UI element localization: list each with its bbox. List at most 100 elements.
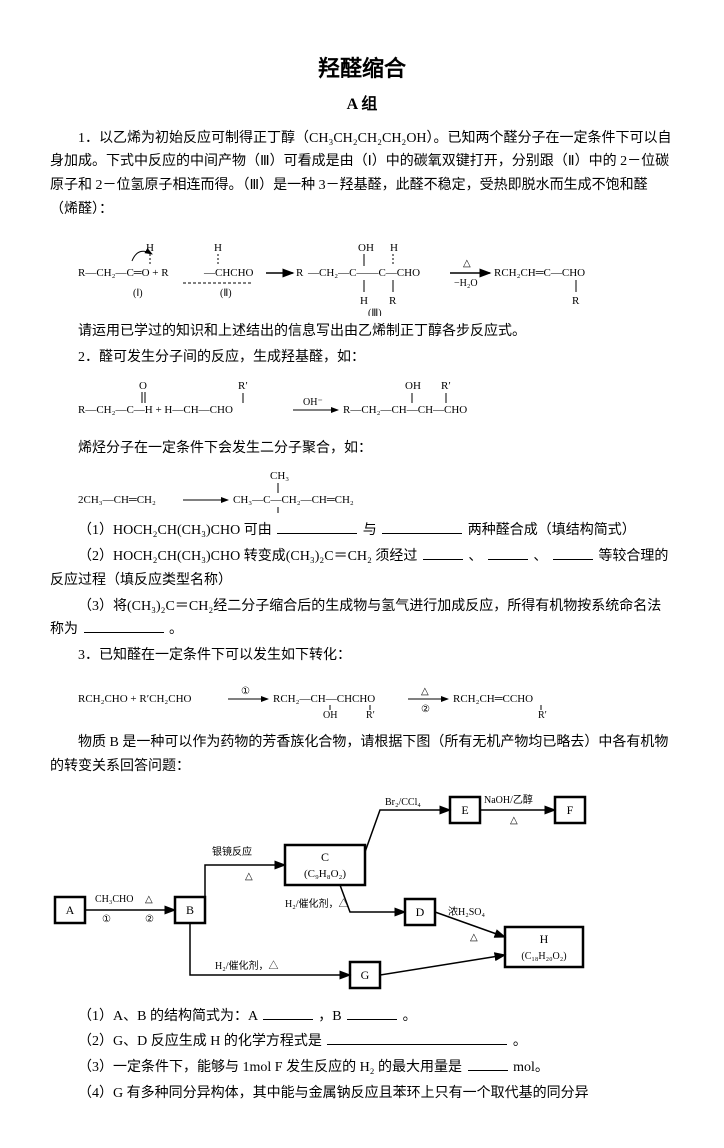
svg-text:RCH₂—CH—CHCHO: RCH₂—CH—CHCHO	[273, 693, 375, 705]
svg-text:C: C	[321, 850, 329, 864]
svg-text:H₂/催化剂，△: H₂/催化剂，△	[215, 959, 279, 972]
q3-part2: （2）G、D 反应生成 H 的化学方程式是 。	[50, 1030, 674, 1054]
svg-text:△: △	[421, 686, 429, 697]
q3p1c: 。	[403, 1009, 417, 1024]
svg-text:2CH₃—CH═CH₂: 2CH₃—CH═CH₂	[78, 494, 156, 506]
svg-text:②: ②	[145, 914, 154, 925]
q1-tail: 请运用已学过的知识和上述结出的信息写出由乙烯制正丁醇各步反应式。	[50, 320, 674, 344]
svg-text:R: R	[572, 295, 580, 307]
svg-text:R′: R′	[538, 710, 547, 721]
svg-text:OH: OH	[323, 710, 337, 721]
svg-text:①: ①	[102, 914, 111, 925]
q3-part3: （3）一定条件下，能够与 1mol F 发生反应的 H₂ 的最大用量是 mol。	[50, 1056, 674, 1080]
svg-text:CH₃CHO: CH₃CHO	[95, 894, 134, 905]
svg-text:R′: R′	[238, 380, 248, 392]
blank-2[interactable]	[382, 519, 462, 534]
svg-text:浓H₂SO₄: 浓H₂SO₄	[448, 906, 485, 918]
svg-text:(C₉H₈O₂): (C₉H₈O₂)	[304, 868, 346, 880]
q1-lead: 1．以乙烯为初始反应可制得正丁醇（CH₃CH₂CH₂CH₂OH）。已知两个醛分子…	[50, 127, 674, 222]
blank-4[interactable]	[488, 545, 528, 560]
svg-text:G: G	[361, 968, 370, 982]
svg-text:H: H	[214, 242, 222, 254]
svg-text:NaOH/乙醇: NaOH/乙醇	[484, 793, 533, 806]
q3p1a: （1）A、B 的结构简式为：A	[78, 1009, 257, 1024]
svg-text:D: D	[416, 905, 425, 919]
blank-6[interactable]	[84, 618, 164, 633]
svg-text:②: ②	[421, 704, 430, 715]
q2p3b: 。	[169, 622, 183, 637]
svg-text:H: H	[360, 295, 368, 307]
svg-text:CH₃: CH₃	[270, 470, 289, 482]
svg-text:△: △	[470, 932, 478, 943]
q2p1b: 与	[363, 523, 377, 538]
blank-9[interactable]	[327, 1030, 507, 1045]
q3p3a: （3）一定条件下，能够与 1mol F 发生反应的 H₂ 的最大用量是	[78, 1060, 462, 1075]
svg-text:—CH₂—C——C—CHO: —CH₂—C——C—CHO	[307, 267, 420, 279]
q3-part1: （1）A、B 的结构简式为：A ，B 。	[50, 1005, 674, 1029]
svg-text:R: R	[296, 267, 304, 279]
q2p2b: 、	[468, 549, 482, 564]
group-label: A 组	[50, 91, 674, 118]
svg-text:F: F	[567, 803, 574, 817]
blank-5[interactable]	[553, 545, 593, 560]
svg-text:R—CH₂—C—H + H—CH—CHO: R—CH₂—C—H + H—CH—CHO	[78, 404, 233, 416]
svg-text:CH₃—C—CH₂—CH═CH₂: CH₃—C—CH₂—CH═CH₂	[233, 494, 354, 506]
q2p2c: 、	[533, 549, 547, 564]
reaction-scheme-2a: R—CH₂—C—H + H—CH—CHO O R′ OH⁻ R—CH₂—CH—C…	[78, 373, 674, 433]
svg-text:H₂/催化剂，△: H₂/催化剂，△	[285, 897, 349, 910]
q3-lead: 3．已知醛在一定条件下可以发生如下转化：	[50, 644, 674, 668]
q3p3b: mol。	[513, 1060, 549, 1075]
svg-text:△: △	[145, 894, 153, 905]
q2p2a: （2）HOCH₂CH(CH₃)CHO 转变成(CH₃)₂C＝CH₂ 须经过	[78, 549, 417, 564]
blank-10[interactable]	[468, 1056, 508, 1071]
svg-text:△: △	[510, 815, 518, 826]
q2-mid: 烯烃分子在一定条件下会发生二分子聚合，如：	[50, 437, 674, 461]
svg-text:R′: R′	[441, 380, 451, 392]
q2p1a: （1）HOCH₂CH(CH₃)CHO 可由	[78, 523, 272, 538]
svg-text:−H₂O: −H₂O	[454, 278, 478, 289]
q3-mid: 物质 B 是一种可以作为药物的芳香族化合物，请根据下图（所有无机产物均已略去）中…	[50, 731, 674, 779]
svg-text:H: H	[540, 932, 549, 946]
q2-part2: （2）HOCH₂CH(CH₃)CHO 转变成(CH₃)₂C＝CH₂ 须经过 、 …	[50, 545, 674, 593]
svg-text:①: ①	[241, 686, 250, 697]
blank-8[interactable]	[347, 1005, 397, 1020]
svg-text:R—CH₂—C═O + R: R—CH₂—C═O + R	[78, 267, 169, 279]
page-title: 羟醛缩合	[50, 50, 674, 87]
svg-text:OH: OH	[358, 242, 374, 254]
reaction-scheme-2b: 2CH₃—CH═CH₂ CH₃—C—CH₂—CH═CH₂ CH₃	[78, 465, 674, 515]
svg-text:R—CH₂—CH—CH—CHO: R—CH₂—CH—CH—CHO	[343, 404, 467, 416]
svg-text:(Ⅲ): (Ⅲ)	[368, 308, 382, 316]
svg-text:—CHCHO: —CHCHO	[203, 267, 254, 279]
svg-text:(C₁₈H₂₀O₂): (C₁₈H₂₀O₂)	[521, 951, 566, 962]
svg-text:O: O	[139, 380, 147, 392]
svg-text:R: R	[389, 295, 397, 307]
svg-text:A: A	[66, 903, 75, 917]
reaction-scheme-3: RCH₂CHO + R′CH₂CHO ① RCH₂—CH—CHCHO OH R′…	[78, 672, 674, 727]
svg-text:RCH₂CHO + R′CH₂CHO: RCH₂CHO + R′CH₂CHO	[78, 693, 192, 705]
q3p2b: 。	[513, 1034, 527, 1049]
svg-text:△: △	[245, 871, 253, 882]
svg-text:银镜反应: 银镜反应	[212, 845, 252, 858]
blank-7[interactable]	[263, 1005, 313, 1020]
svg-text:OH: OH	[405, 380, 421, 392]
reaction-scheme-1: R—CH₂—C═O + R H (Ⅰ) H —CHCHO (Ⅱ) R —CH₂—…	[78, 226, 674, 316]
blank-3[interactable]	[423, 545, 463, 560]
blank-1[interactable]	[277, 519, 357, 534]
svg-text:RCH₂CH═C—CHO: RCH₂CH═C—CHO	[494, 267, 585, 279]
svg-text:R′: R′	[366, 710, 375, 721]
svg-text:H: H	[390, 242, 398, 254]
svg-text:△: △	[463, 258, 471, 269]
q3p1b: ，B	[318, 1009, 341, 1024]
flow-diagram: A B C (C₉H₈O₂) D E F G H (C₁₈H₂₀O₂) CH₃C…	[50, 787, 674, 997]
q3-part4: （4）G 有多种同分异构体，其中能与金属钠反应且苯环上只有一个取代基的同分异	[50, 1082, 674, 1106]
q3p2a: （2）G、D 反应生成 H 的化学方程式是	[78, 1034, 322, 1049]
svg-text:RCH₂CH═CCHO: RCH₂CH═CCHO	[453, 693, 533, 705]
q2-lead: 2．醛可发生分子间的反应，生成羟基醛，如：	[50, 346, 674, 370]
svg-text:E: E	[461, 803, 468, 817]
q2p1c: 两种醛合成（填结构简式）	[468, 523, 636, 538]
q2-part1: （1）HOCH₂CH(CH₃)CHO 可由 与 两种醛合成（填结构简式）	[50, 519, 674, 543]
svg-text:OH⁻: OH⁻	[303, 397, 323, 408]
svg-text:Br₂/CCl₄: Br₂/CCl₄	[385, 797, 421, 808]
svg-text:B: B	[186, 903, 194, 917]
q2-part3: （3）将(CH₃)₂C＝CH₂经二分子缩合后的生成物与氢气进行加成反应，所得有机…	[50, 595, 674, 643]
